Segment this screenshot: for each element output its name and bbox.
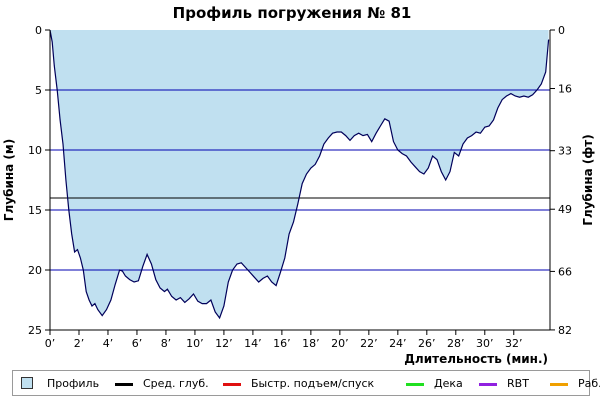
y-tick-label-right: 66 xyxy=(558,265,572,278)
x-tick-label: 32’ xyxy=(505,337,523,350)
y-tick-label-left: 20 xyxy=(28,264,42,277)
x-tick-label: 28’ xyxy=(447,337,465,350)
chart-legend: Профиль Сред. глуб. Быстр. подъем/спуск Дек… xyxy=(12,370,600,396)
y-tick-label-right: 49 xyxy=(558,203,572,216)
plot-area xyxy=(49,29,550,331)
x-tick-label: 0’ xyxy=(45,337,56,350)
y-tick-label-left: 5 xyxy=(35,84,42,97)
x-axis-label: Длительность (мин.) xyxy=(404,352,548,366)
x-tick-label: 22’ xyxy=(360,337,378,350)
legend-label-avg: Сред. глуб. xyxy=(143,377,209,390)
legend-swatch-fast xyxy=(223,383,241,386)
legend-swatch-rbt xyxy=(479,383,497,386)
legend-swatch-avg xyxy=(115,383,133,386)
legend-label-rbt: RBT xyxy=(507,377,529,390)
y-tick-label-left: 0 xyxy=(35,24,42,37)
y-axis-label-left: Глубина (м) xyxy=(2,139,16,221)
x-tick-label: 6’ xyxy=(132,337,143,350)
legend-swatch-deco xyxy=(406,383,424,386)
x-tick-label: 24’ xyxy=(389,337,407,350)
y-tick-label-right: 82 xyxy=(558,324,572,337)
x-tick-label: 8’ xyxy=(161,337,172,350)
legend-label-work: Раб. xyxy=(578,377,600,390)
x-tick-label: 4’ xyxy=(103,337,114,350)
x-tick-label: 20’ xyxy=(331,337,349,350)
y-tick-label-right: 0 xyxy=(558,24,565,37)
y-tick-label-left: 10 xyxy=(28,144,42,157)
x-tick-label: 2’ xyxy=(74,337,85,350)
y-tick-label-left: 15 xyxy=(28,204,42,217)
legend-label-deco: Дека xyxy=(434,377,463,390)
x-tick-label: 12’ xyxy=(215,337,233,350)
x-tick-label: 26’ xyxy=(418,337,436,350)
y-axis-label-right: Глубина (фт) xyxy=(581,134,595,225)
x-tick-label: 18’ xyxy=(302,337,320,350)
x-tick-label: 16’ xyxy=(273,337,291,350)
x-tick-label: 30’ xyxy=(476,337,494,350)
axes: 0 5 10 15 20 25 0 16 33 49 66 82 0’ 2’ 4’ 6’ 8’ 10’ 12’ 14’… xyxy=(28,24,572,350)
profile-line xyxy=(49,29,550,320)
profile-area xyxy=(50,30,549,318)
chart-title: Профиль погружения № 81 xyxy=(173,4,412,22)
legend-label-fast: Быстр. подъем/спуск xyxy=(251,377,375,390)
dive-profile-chart: Профиль погружения № 81 0 5 10 15 20 25 0 16 33 4… xyxy=(2,4,595,366)
x-tick-label: 14’ xyxy=(244,337,262,350)
x-tick-label: 10’ xyxy=(186,337,204,350)
y-tick-label-left: 25 xyxy=(28,324,42,337)
legend-label-profile: Профиль xyxy=(47,377,100,390)
legend-swatch-work xyxy=(550,383,568,386)
y-tick-label-right: 33 xyxy=(558,145,572,158)
y-tick-label-right: 16 xyxy=(558,83,572,96)
legend-swatch-profile xyxy=(21,377,33,389)
